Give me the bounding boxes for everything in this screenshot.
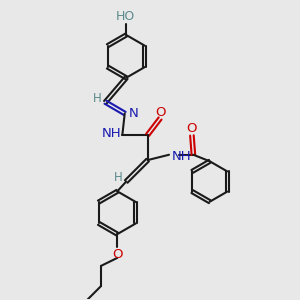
Text: H: H xyxy=(113,171,122,184)
Text: NH: NH xyxy=(172,150,192,163)
Text: O: O xyxy=(187,122,197,135)
Text: H: H xyxy=(93,92,101,105)
Text: HO: HO xyxy=(116,10,135,23)
Text: N: N xyxy=(128,107,138,120)
Text: NH: NH xyxy=(101,127,121,140)
Text: O: O xyxy=(155,106,166,119)
Text: O: O xyxy=(112,248,123,260)
